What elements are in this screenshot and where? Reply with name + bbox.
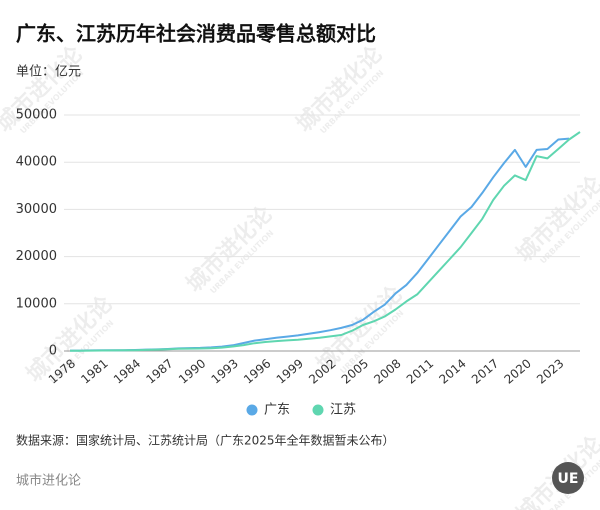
- x-tick-label: 2020: [502, 356, 534, 386]
- x-tick-label: 1990: [176, 356, 208, 386]
- x-tick-label: 2008: [371, 356, 403, 386]
- source: 数据来源：国家统计局、江苏统计局（广东2025年全年数据暂未公布）: [16, 433, 395, 448]
- x-tick-label: 1999: [274, 356, 306, 386]
- x-tick-label: 2023: [534, 356, 566, 386]
- logo: UE: [558, 471, 579, 487]
- y-tick-label: 20000: [16, 249, 57, 264]
- y-tick-label: 30000: [16, 202, 57, 217]
- x-tick-label: 1981: [78, 356, 110, 386]
- line: [70, 137, 570, 352]
- logo-badge: [552, 462, 584, 494]
- x-tick-label: 1993: [209, 356, 241, 386]
- unit-label: 单位：亿元: [16, 65, 81, 80]
- legend-label: 江苏: [330, 402, 356, 418]
- x-tick-label: 1996: [241, 356, 273, 386]
- y-tick-label: 50000: [16, 108, 57, 123]
- watermark: 城市进化论: [0, 41, 88, 138]
- x-tick-label: 2014: [436, 356, 468, 386]
- legend-swatch: [312, 404, 324, 416]
- x-tick-label: 1987: [143, 356, 175, 386]
- chart-title: 广东、江苏历年社会消费品零售总额对比: [16, 22, 376, 46]
- x-tick-label: 1984: [111, 356, 143, 386]
- x-tick-label: 2017: [469, 356, 501, 386]
- watermark: 城市进化论: [181, 201, 278, 298]
- line: [70, 131, 581, 352]
- legend-label: 广东: [264, 403, 290, 418]
- footer: 城市进化论: [16, 473, 81, 489]
- legend-swatch: [246, 404, 258, 416]
- y-tick-label: 0: [49, 344, 57, 359]
- x-tick-label: 2011: [404, 356, 436, 386]
- watermark: 城市进化论: [291, 41, 388, 138]
- y-tick-label: 10000: [16, 296, 57, 311]
- y-tick-label: 40000: [16, 155, 57, 170]
